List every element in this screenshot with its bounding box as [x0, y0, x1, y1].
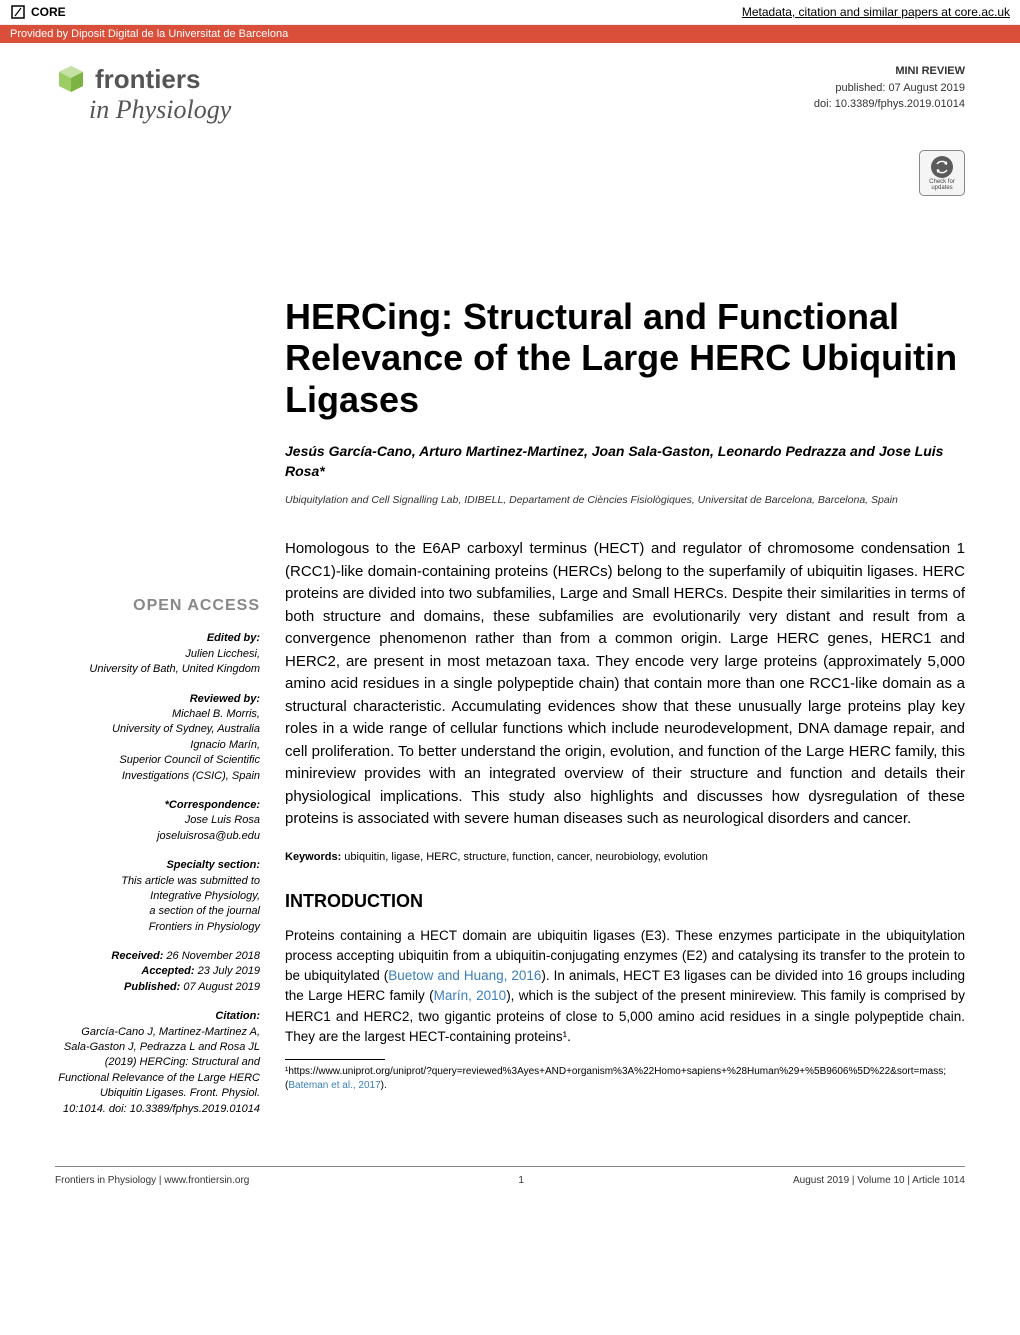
- correspondence-label: *Correspondence:: [55, 798, 260, 813]
- affiliation: Ubiquitylation and Cell Signalling Lab, …: [285, 493, 965, 508]
- abstract-text: Homologous to the E6AP carboxyl terminus…: [285, 538, 965, 831]
- reviewer2-affiliation: Superior Council of Scientific Investiga…: [55, 753, 260, 784]
- specialty-line4: Frontiers in Physiology: [55, 920, 260, 935]
- footnote-url: https://www.uniprot.org/uniprot/?query=r…: [288, 1066, 943, 1077]
- reviewed-by-block: Reviewed by: Michael B. Morris, Universi…: [55, 692, 260, 784]
- intro-paragraph: Proteins containing a HECT domain are ub…: [285, 926, 965, 1048]
- reviewed-by-label: Reviewed by:: [55, 692, 260, 707]
- correspondence-email: joseluisrosa@ub.edu: [55, 829, 260, 844]
- journal-logo: frontiers in Physiology: [55, 63, 231, 125]
- published-date-sidebar: 07 August 2019: [180, 981, 260, 993]
- check-updates-icon: [930, 155, 954, 179]
- edited-by-label: Edited by:: [55, 631, 260, 646]
- citation-link-1[interactable]: Buetow and Huang, 2016: [388, 968, 541, 983]
- received-label: Received:: [111, 950, 163, 962]
- core-logo: CORE: [10, 4, 66, 20]
- provided-by-bar: Provided by Diposit Digital de la Univer…: [0, 25, 1020, 43]
- page-footer: Frontiers in Physiology | www.frontiersi…: [55, 1166, 965, 1206]
- footnote-end: ).: [381, 1080, 387, 1091]
- core-top-bar: CORE Metadata, citation and similar pape…: [0, 0, 1020, 25]
- citation-text: García-Cano J, Martinez-Martinez A, Sala…: [55, 1025, 260, 1117]
- correspondence-name: Jose Luis Rosa: [55, 813, 260, 828]
- dates-block: Received: 26 November 2018 Accepted: 23 …: [55, 949, 260, 995]
- specialty-label: Specialty section:: [55, 858, 260, 873]
- main-column: Homologous to the E6AP carboxyl terminus…: [285, 538, 965, 1131]
- accepted-label: Accepted:: [141, 965, 194, 977]
- core-icon: [10, 4, 26, 20]
- footer-left[interactable]: Frontiers in Physiology | www.frontiersi…: [55, 1175, 249, 1186]
- introduction-heading: INTRODUCTION: [285, 891, 965, 912]
- editor-affiliation: University of Bath, United Kingdom: [55, 662, 260, 677]
- open-access-label: OPEN ACCESS: [55, 595, 260, 617]
- article-header-row: frontiers in Physiology MINI REVIEW publ…: [0, 43, 1020, 135]
- footnote-citation[interactable]: Bateman et al., 2017: [288, 1080, 380, 1091]
- keywords-line: Keywords: ubiquitin, ligase, HERC, struc…: [285, 851, 965, 863]
- footnote-rule: [285, 1059, 385, 1060]
- doi-text: doi: 10.3389/fphys.2019.01014: [814, 96, 965, 113]
- frontiers-label: frontiers: [95, 64, 200, 95]
- footnote: ¹https://www.uniprot.org/uniprot/?query=…: [285, 1065, 965, 1093]
- two-column-layout: OPEN ACCESS Edited by: Julien Licchesi, …: [55, 538, 965, 1131]
- keywords-text: ubiquitin, ligase, HERC, structure, func…: [344, 851, 708, 863]
- citation-link-2[interactable]: Marín, 2010: [434, 988, 507, 1003]
- header-metadata: MINI REVIEW published: 07 August 2019 do…: [814, 63, 965, 113]
- footer-page-number: 1: [518, 1175, 524, 1186]
- journal-cube-icon: [55, 63, 87, 95]
- correspondence-block: *Correspondence: Jose Luis Rosa joseluis…: [55, 798, 260, 844]
- sidebar: OPEN ACCESS Edited by: Julien Licchesi, …: [55, 538, 260, 1131]
- reviewer1-affiliation: University of Sydney, Australia: [55, 722, 260, 737]
- published-label: Published:: [124, 981, 180, 993]
- specialty-line3: a section of the journal: [55, 904, 260, 919]
- received-date: 26 November 2018: [163, 950, 260, 962]
- keywords-label: Keywords:: [285, 851, 344, 863]
- check-updates-label: Check for updates: [920, 179, 964, 191]
- article-title: HERCing: Structural and Functional Relev…: [285, 296, 965, 420]
- journal-name: in Physiology: [89, 95, 231, 125]
- specialty-block: Specialty section: This article was subm…: [55, 858, 260, 935]
- article-type: MINI REVIEW: [814, 63, 965, 80]
- article-content: HERCing: Structural and Functional Relev…: [0, 196, 1020, 1131]
- reviewer1-name: Michael B. Morris,: [55, 707, 260, 722]
- published-date: published: 07 August 2019: [814, 80, 965, 97]
- core-metadata-link[interactable]: Metadata, citation and similar papers at…: [742, 5, 1010, 19]
- reviewer2-name: Ignacio Marín,: [55, 738, 260, 753]
- accepted-date: 23 July 2019: [195, 965, 260, 977]
- core-logo-text: CORE: [31, 5, 66, 19]
- authors-list: Jesús García-Cano, Arturo Martinez-Marti…: [285, 442, 965, 481]
- citation-label: Citation:: [55, 1009, 260, 1024]
- citation-block: Citation: García-Cano J, Martinez-Martin…: [55, 1009, 260, 1117]
- footer-right: August 2019 | Volume 10 | Article 1014: [793, 1175, 965, 1186]
- check-updates-badge[interactable]: Check for updates: [919, 150, 965, 196]
- editor-name: Julien Licchesi,: [55, 647, 260, 662]
- specialty-line2: Integrative Physiology,: [55, 889, 260, 904]
- edited-by-block: Edited by: Julien Licchesi, University o…: [55, 631, 260, 677]
- specialty-line1: This article was submitted to: [55, 874, 260, 889]
